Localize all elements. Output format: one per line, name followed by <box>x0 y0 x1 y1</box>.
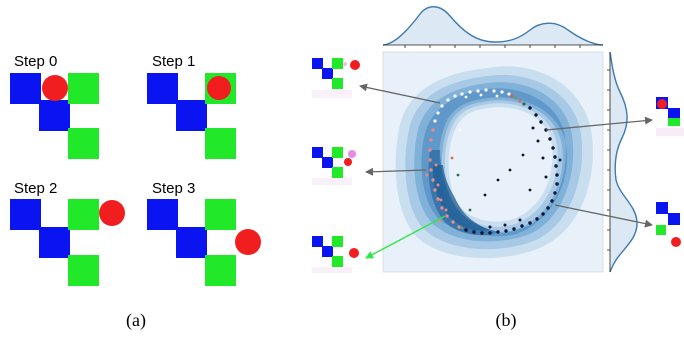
arrow-to-right-bottom-thumb <box>554 204 653 228</box>
right-marginal-density <box>607 51 638 273</box>
thumbnail-right-top <box>656 97 684 136</box>
top-marginal-density <box>382 6 604 48</box>
blue-block <box>10 199 41 230</box>
blue-block <box>39 227 70 258</box>
green-block <box>205 199 236 230</box>
arrow-to-right-top-thumb <box>545 116 653 131</box>
step-0-frame: Step 0 <box>10 53 99 159</box>
thumbnail-left-top <box>312 58 360 98</box>
arrows <box>359 83 653 259</box>
green-block <box>68 255 99 286</box>
green-block <box>205 128 236 159</box>
step-3-label: Step 3 <box>152 180 195 197</box>
blue-block <box>147 73 178 104</box>
arrow-to-left-mid-thumb <box>365 167 427 176</box>
blue-block <box>39 100 70 131</box>
panel-b: (b) <box>312 6 684 331</box>
blue-block <box>147 199 178 230</box>
panel-b-caption: (b) <box>496 310 517 331</box>
step-1-label: Step 1 <box>152 53 195 70</box>
green-block <box>68 199 99 230</box>
blue-block <box>176 227 207 258</box>
thumbnail-left-bottom <box>312 236 359 273</box>
thumbnail-left-mid <box>312 147 356 185</box>
blue-block <box>10 73 41 104</box>
step-2-label: Step 2 <box>14 180 57 197</box>
red-ball <box>235 229 261 255</box>
red-ball <box>207 76 231 100</box>
scatter-points <box>425 88 562 235</box>
step-2-frame: Step 2 <box>10 180 125 286</box>
panel-a: Step 0 Step 1 Step 2 Step 3 <box>10 53 261 331</box>
joint-density-plot <box>383 52 603 272</box>
red-ball <box>99 200 125 226</box>
arrow-to-left-bottom-thumb <box>365 215 446 259</box>
step-1-frame: Step 1 <box>147 53 236 159</box>
green-block <box>205 255 236 286</box>
green-block <box>68 128 99 159</box>
panel-a-caption: (a) <box>126 310 146 331</box>
red-ball <box>42 75 68 101</box>
green-block <box>68 73 99 104</box>
arrow-to-left-top-thumb <box>359 83 441 104</box>
thumbnail-right-bottom <box>656 202 681 247</box>
step-3-frame: Step 3 <box>147 180 261 286</box>
step-0-label: Step 0 <box>14 53 57 70</box>
blue-block <box>176 100 207 131</box>
